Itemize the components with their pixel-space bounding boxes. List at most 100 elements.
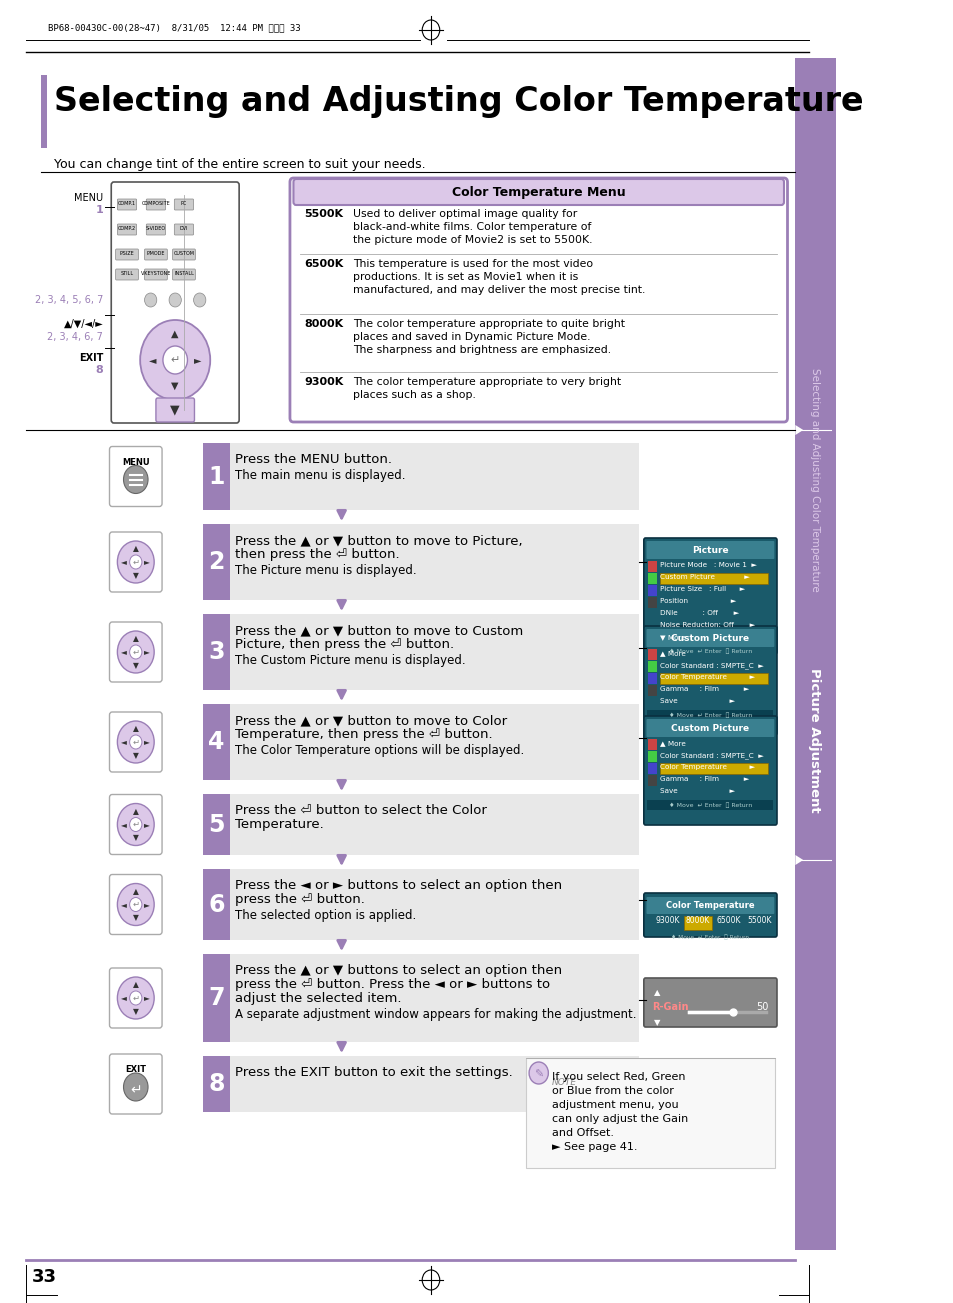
- FancyBboxPatch shape: [647, 562, 657, 572]
- Text: Temperature, then press the ⏎ button.: Temperature, then press the ⏎ button.: [234, 728, 492, 741]
- FancyBboxPatch shape: [203, 1055, 230, 1111]
- Text: ◄: ◄: [121, 900, 127, 909]
- FancyBboxPatch shape: [646, 629, 774, 648]
- Text: 3: 3: [208, 640, 224, 665]
- Text: 5500K: 5500K: [746, 916, 771, 925]
- FancyBboxPatch shape: [647, 775, 657, 786]
- Text: and Offset.: and Offset.: [551, 1128, 613, 1138]
- Text: The Custom Picture menu is displayed.: The Custom Picture menu is displayed.: [234, 654, 465, 667]
- Text: Noise Reduction: Off       ►: Noise Reduction: Off ►: [659, 622, 755, 628]
- Text: Color Temperature          ►: Color Temperature ►: [659, 764, 755, 770]
- Text: Color Standard : SMPTE_C  ►: Color Standard : SMPTE_C ►: [659, 662, 763, 668]
- Text: adjust the selected item.: adjust the selected item.: [234, 992, 401, 1005]
- Text: 50: 50: [755, 1002, 767, 1012]
- Text: This temperature is used for the most video: This temperature is used for the most vi…: [353, 259, 593, 268]
- Text: Custom Picture: Custom Picture: [671, 633, 749, 642]
- Text: Press the ⏎ button to select the Color: Press the ⏎ button to select the Color: [234, 804, 486, 817]
- FancyBboxPatch shape: [41, 76, 48, 149]
- Text: ◄: ◄: [121, 993, 127, 1002]
- Text: ► See page 41.: ► See page 41.: [551, 1141, 637, 1152]
- FancyBboxPatch shape: [110, 968, 162, 1028]
- Text: Color Temperature          ►: Color Temperature ►: [659, 674, 755, 680]
- Text: COMP.1: COMP.1: [118, 201, 136, 206]
- Text: S-VIDEO: S-VIDEO: [146, 225, 166, 231]
- Text: EXIT: EXIT: [125, 1065, 146, 1074]
- Text: ↵: ↵: [171, 354, 180, 365]
- Text: Custom Picture: Custom Picture: [671, 723, 749, 732]
- Text: ▲/▼/◄/►: ▲/▼/◄/►: [64, 319, 103, 328]
- Text: 4: 4: [208, 730, 224, 754]
- Text: The selected option is applied.: The selected option is applied.: [234, 909, 416, 923]
- Circle shape: [130, 817, 142, 831]
- Text: 9300K: 9300K: [304, 377, 343, 387]
- FancyBboxPatch shape: [145, 268, 167, 280]
- Text: Picture: Picture: [691, 546, 728, 555]
- Text: ↵: ↵: [132, 993, 139, 1002]
- Text: Save                       ►: Save ►: [659, 788, 735, 794]
- FancyBboxPatch shape: [294, 179, 783, 205]
- FancyBboxPatch shape: [110, 711, 162, 771]
- Text: Picture Size   : Full      ►: Picture Size : Full ►: [659, 586, 745, 592]
- Text: The Color Temperature options will be displayed.: The Color Temperature options will be di…: [234, 744, 523, 757]
- Text: DNIe           : Off       ►: DNIe : Off ►: [659, 610, 739, 616]
- FancyBboxPatch shape: [203, 524, 639, 599]
- FancyBboxPatch shape: [525, 1058, 775, 1167]
- Text: ◄: ◄: [149, 354, 156, 365]
- Text: EXIT: EXIT: [79, 353, 103, 364]
- FancyBboxPatch shape: [647, 674, 657, 684]
- FancyBboxPatch shape: [659, 674, 767, 684]
- Text: ♦ Move  ↵ Enter  ⬛ Return: ♦ Move ↵ Enter ⬛ Return: [668, 648, 751, 654]
- FancyBboxPatch shape: [659, 573, 767, 584]
- FancyBboxPatch shape: [203, 954, 639, 1042]
- Text: ↵: ↵: [132, 648, 139, 657]
- Text: P.SIZE: P.SIZE: [119, 251, 134, 255]
- Text: ►: ►: [144, 737, 150, 747]
- Text: ▼: ▼: [132, 1006, 138, 1015]
- Text: Press the ▲ or ▼ button to move to Custom: Press the ▲ or ▼ button to move to Custo…: [234, 624, 522, 637]
- Text: ▼: ▼: [171, 404, 180, 417]
- Text: The color temperature appropriate to very bright: The color temperature appropriate to ver…: [353, 377, 620, 387]
- Circle shape: [529, 1062, 548, 1084]
- FancyBboxPatch shape: [110, 532, 162, 592]
- FancyBboxPatch shape: [203, 704, 639, 780]
- FancyBboxPatch shape: [172, 249, 195, 261]
- Text: ↵: ↵: [130, 1083, 141, 1097]
- Text: Press the MENU button.: Press the MENU button.: [234, 453, 392, 466]
- FancyBboxPatch shape: [117, 199, 136, 210]
- FancyBboxPatch shape: [290, 179, 786, 422]
- FancyBboxPatch shape: [647, 710, 773, 721]
- Text: ▲: ▲: [132, 807, 138, 816]
- FancyBboxPatch shape: [647, 685, 657, 696]
- Circle shape: [117, 977, 154, 1019]
- Text: Press the ▲ or ▼ buttons to select an option then: Press the ▲ or ▼ buttons to select an op…: [234, 964, 561, 977]
- Text: ↵: ↵: [132, 737, 139, 747]
- Circle shape: [117, 883, 154, 925]
- Circle shape: [130, 645, 142, 659]
- FancyBboxPatch shape: [646, 541, 774, 559]
- Text: press the ⏎ button. Press the ◄ or ► buttons to: press the ⏎ button. Press the ◄ or ► but…: [234, 979, 549, 992]
- FancyBboxPatch shape: [203, 794, 639, 855]
- FancyBboxPatch shape: [647, 573, 657, 584]
- Text: places such as a shop.: places such as a shop.: [353, 390, 476, 400]
- FancyBboxPatch shape: [643, 625, 776, 735]
- FancyBboxPatch shape: [203, 954, 230, 1042]
- Circle shape: [123, 1072, 148, 1101]
- Text: ▼: ▼: [132, 913, 138, 923]
- FancyBboxPatch shape: [145, 249, 167, 261]
- FancyBboxPatch shape: [659, 764, 767, 774]
- Text: P.MODE: P.MODE: [147, 251, 165, 255]
- FancyBboxPatch shape: [110, 1054, 162, 1114]
- Text: ♦ Move  ↵ Enter  ⬛ Return: ♦ Move ↵ Enter ⬛ Return: [668, 803, 751, 808]
- Text: ▲ More: ▲ More: [659, 740, 685, 747]
- FancyBboxPatch shape: [683, 916, 712, 930]
- Text: 9300K: 9300K: [655, 916, 679, 925]
- FancyBboxPatch shape: [647, 739, 657, 751]
- Text: 8: 8: [95, 365, 103, 375]
- Text: The Picture menu is displayed.: The Picture menu is displayed.: [234, 564, 416, 577]
- Polygon shape: [795, 855, 802, 865]
- Text: If you select Red, Green: If you select Red, Green: [551, 1072, 684, 1081]
- Text: ►: ►: [144, 558, 150, 567]
- Text: 1: 1: [95, 205, 103, 215]
- Text: ▼: ▼: [172, 380, 179, 391]
- Text: Save                       ►: Save ►: [659, 698, 735, 704]
